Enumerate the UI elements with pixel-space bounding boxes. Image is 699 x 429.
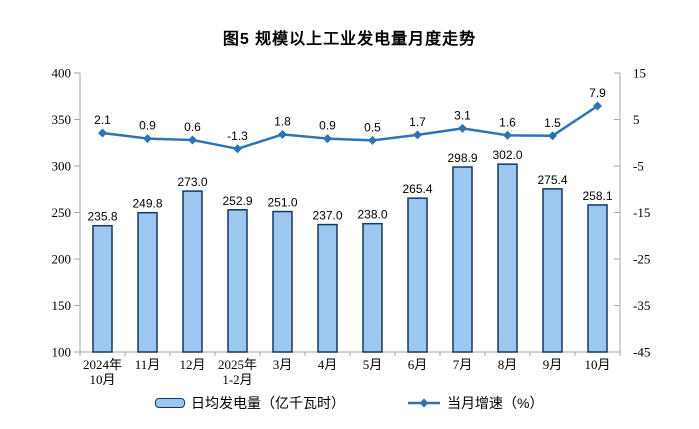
legend-bar-label: 日均发电量（亿千瓦时） bbox=[191, 395, 345, 411]
x-axis-category-label: 10月 bbox=[584, 357, 610, 372]
line-point-7 bbox=[413, 130, 422, 140]
x-axis-category-label: 2025年 1-2月 bbox=[218, 357, 257, 387]
line-point-2 bbox=[188, 135, 197, 145]
bar-0 bbox=[92, 224, 113, 353]
line-value-label: 0.9 bbox=[319, 119, 336, 133]
left-axis-tick-label: 400 bbox=[52, 66, 72, 81]
bar-5 bbox=[317, 223, 338, 353]
line-value-label: 2.1 bbox=[94, 113, 111, 127]
bar-swatch-icon bbox=[155, 398, 185, 408]
bar-6 bbox=[362, 222, 383, 353]
line-point-8 bbox=[458, 123, 467, 133]
bar-value-label: 238.0 bbox=[357, 208, 387, 222]
line-value-label: 0.5 bbox=[364, 120, 381, 134]
line-swatch-icon bbox=[408, 398, 440, 408]
left-axis-tick-label: 350 bbox=[52, 112, 72, 127]
line-value-label: 7.9 bbox=[589, 86, 606, 100]
line-point-10 bbox=[548, 131, 557, 141]
bar-3 bbox=[227, 209, 248, 353]
legend-item-bar: 日均发电量（亿千瓦时） bbox=[155, 393, 345, 413]
growth-line bbox=[101, 104, 599, 151]
bar-value-label: 298.9 bbox=[447, 151, 477, 165]
chart-title: 图5 规模以上工业发电量月度走势 bbox=[222, 31, 477, 48]
line-value-label: 1.7 bbox=[409, 115, 426, 129]
right-axis-tick-label: -25 bbox=[633, 252, 650, 267]
bar-2 bbox=[182, 190, 203, 353]
line-value-label: 0.9 bbox=[139, 119, 156, 133]
x-axis-category-label: 8月 bbox=[498, 357, 518, 372]
bar-value-label: 265.4 bbox=[402, 182, 432, 196]
right-axis-tick-label: -45 bbox=[633, 345, 650, 360]
bar-8 bbox=[452, 166, 473, 353]
line-point-3 bbox=[233, 144, 242, 154]
right-axis-tick-label: -35 bbox=[633, 298, 650, 313]
left-axis-tick-label: 250 bbox=[52, 205, 72, 220]
line-point-5 bbox=[323, 134, 332, 144]
bar-9 bbox=[497, 163, 518, 353]
left-axis-tick-label: 100 bbox=[52, 345, 72, 360]
line-value-label: 1.8 bbox=[274, 114, 291, 128]
bar-value-label: 251.0 bbox=[267, 196, 297, 210]
x-axis-category-label: 3月 bbox=[273, 357, 293, 372]
line-point-4 bbox=[278, 129, 287, 139]
bar-11 bbox=[587, 204, 608, 353]
bar-10 bbox=[542, 188, 563, 353]
line-point-1 bbox=[143, 134, 152, 144]
line-point-0 bbox=[98, 128, 107, 138]
bar-value-label: 249.8 bbox=[132, 197, 162, 211]
bar-value-label: 273.0 bbox=[177, 175, 207, 189]
bar-value-label: 235.8 bbox=[87, 210, 117, 224]
line-value-label: 1.6 bbox=[499, 115, 516, 129]
legend-item-line: 当月增速（%） bbox=[407, 393, 543, 413]
x-axis-category-label: 7月 bbox=[453, 357, 473, 372]
line-value-label: -1.3 bbox=[227, 129, 248, 143]
x-axis-category-label: 5月 bbox=[363, 357, 383, 372]
legend-line-label: 当月增速（%） bbox=[447, 395, 544, 411]
bar-value-label: 252.9 bbox=[222, 194, 252, 208]
line-value-label: 0.6 bbox=[184, 120, 201, 134]
left-axis-tick-label: 150 bbox=[52, 298, 72, 313]
line-value-label: 1.5 bbox=[544, 116, 561, 130]
right-axis-tick-label: -5 bbox=[633, 159, 644, 174]
x-axis-category-label: 6月 bbox=[408, 357, 428, 372]
chart-legend: 日均发电量（亿千瓦时） 当月增速（%） bbox=[0, 393, 699, 419]
bar-4 bbox=[272, 210, 293, 353]
bar-7 bbox=[407, 197, 428, 353]
bar-1 bbox=[137, 211, 158, 353]
x-axis-category-label: 11月 bbox=[135, 357, 161, 372]
line-point-9 bbox=[503, 130, 512, 140]
left-axis-tick-label: 300 bbox=[52, 159, 72, 174]
bar-value-label: 275.4 bbox=[537, 173, 567, 187]
right-axis-tick-label: 15 bbox=[633, 66, 646, 81]
line-point-11 bbox=[593, 101, 602, 111]
bar-value-label: 258.1 bbox=[582, 189, 612, 203]
x-axis-category-label: 4月 bbox=[318, 357, 338, 372]
right-axis-tick-label: -15 bbox=[633, 205, 650, 220]
right-axis-tick-label: 5 bbox=[633, 112, 640, 127]
x-axis-category-label: 9月 bbox=[543, 357, 563, 372]
x-axis-category-label: 12月 bbox=[179, 357, 205, 372]
bar-value-label: 237.0 bbox=[312, 209, 342, 223]
bar-value-label: 302.0 bbox=[492, 148, 522, 162]
line-point-6 bbox=[368, 135, 377, 145]
line-value-label: 3.1 bbox=[454, 108, 471, 122]
left-axis-tick-label: 200 bbox=[52, 252, 72, 267]
x-axis-category-label: 2024年 10月 bbox=[83, 357, 122, 387]
